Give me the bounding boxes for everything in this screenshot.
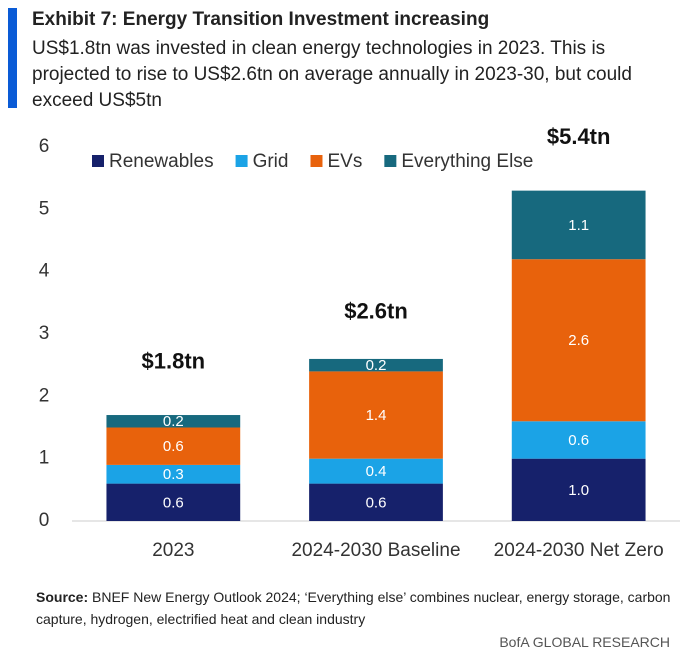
data-label: 2.6 xyxy=(568,332,589,349)
legend-swatch xyxy=(310,155,323,167)
legend-label: Renewables xyxy=(109,151,214,172)
data-label: 0.6 xyxy=(568,432,589,449)
y-tick-label: 2 xyxy=(39,385,50,406)
chart-title: Exhibit 7: Energy Transition Investment … xyxy=(32,9,490,30)
x-tick-label: 2024-2030 Net Zero xyxy=(494,540,664,561)
bar-segment xyxy=(106,427,241,465)
data-label: 0.4 xyxy=(366,463,387,480)
total-label: $5.4tn xyxy=(547,124,611,149)
total-label: $1.8tn xyxy=(142,349,206,374)
bar-segment xyxy=(309,458,443,484)
bar-segment xyxy=(309,483,443,521)
data-label: 1.0 xyxy=(568,482,589,499)
y-tick-label: 3 xyxy=(39,323,50,344)
data-label: 0.6 xyxy=(366,494,387,511)
y-tick-label: 4 xyxy=(39,261,50,282)
brand: BofA GLOBAL RESEARCH xyxy=(499,634,670,650)
data-label: 0.3 xyxy=(163,466,184,483)
bar-segment xyxy=(511,259,646,422)
chart-subtitle: US$1.8tn was invested in clean energy te… xyxy=(32,38,632,111)
bar-segment xyxy=(309,371,443,459)
chart: 0 1 2 3 4 5 6 Renewables Grid EVs Everything Else 2… xyxy=(39,124,680,561)
x-tick-label: 2023 xyxy=(152,540,194,561)
bar-segment xyxy=(106,483,241,521)
bar-segment xyxy=(106,415,241,428)
total-label: $2.6tn xyxy=(344,299,408,324)
legend-label: Everything Else xyxy=(401,151,533,172)
source: Source: BNEF New Energy Outlook 2024; ‘E… xyxy=(36,586,676,630)
bar-segment xyxy=(309,358,443,372)
source-text: BNEF New Energy Outlook 2024; ‘Everythin… xyxy=(36,589,671,627)
legend-label: EVs xyxy=(327,151,362,172)
data-label: 0.2 xyxy=(366,357,387,374)
x-tick-label: 2024-2030 Baseline xyxy=(291,540,460,561)
y-tick-label: 0 xyxy=(39,510,50,531)
y-tick-label: 1 xyxy=(39,448,50,469)
y-tick-label: 5 xyxy=(39,198,50,219)
data-label: 1.4 xyxy=(366,407,387,424)
bar-segment xyxy=(511,190,646,260)
legend-swatch xyxy=(92,155,104,167)
legend-label: Grid xyxy=(253,151,289,172)
bar-segment xyxy=(511,458,646,521)
bar-segment xyxy=(106,464,241,484)
data-label: 1.1 xyxy=(568,217,589,234)
data-label: 0.6 xyxy=(163,494,184,511)
data-label: 0.6 xyxy=(163,438,184,455)
legend-swatch xyxy=(235,155,248,167)
y-tick-label: 6 xyxy=(39,136,50,157)
source-label: Source: xyxy=(36,589,89,605)
legend-swatch xyxy=(384,155,397,167)
header: Exhibit 7: Energy Transition Investment … xyxy=(0,0,700,112)
data-label: 0.2 xyxy=(163,413,184,430)
accent-bar xyxy=(8,8,17,108)
bar-segment xyxy=(511,421,646,459)
